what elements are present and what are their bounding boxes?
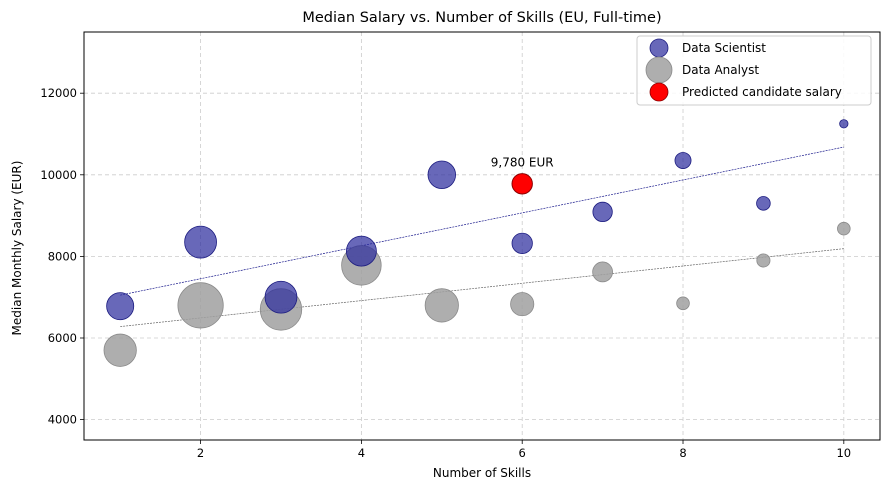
y-tick-label: 4000 bbox=[48, 413, 77, 427]
legend-box bbox=[636, 35, 872, 106]
data-point bbox=[345, 235, 377, 267]
legend-marker bbox=[649, 38, 669, 58]
annotation-label: 9,780 EUR bbox=[491, 156, 554, 170]
data-points bbox=[103, 119, 851, 367]
data-point bbox=[510, 292, 535, 317]
x-tick-label: 8 bbox=[679, 446, 686, 460]
data-point bbox=[592, 261, 613, 283]
y-tick-label: 6000 bbox=[48, 331, 77, 345]
legend-label: Data Scientist bbox=[682, 41, 766, 55]
legend: Data Scientist Data Analyst Predicted cand… bbox=[636, 35, 872, 106]
data-point bbox=[756, 196, 771, 211]
y-tick-label: 8000 bbox=[48, 249, 77, 263]
x-tick-label: 10 bbox=[836, 446, 851, 460]
data-point bbox=[837, 221, 851, 236]
legend-label: Predicted candidate salary bbox=[682, 85, 842, 99]
predicted-point bbox=[511, 173, 533, 195]
data-point bbox=[424, 288, 459, 323]
plot-frame bbox=[83, 31, 881, 441]
data-point bbox=[511, 232, 533, 254]
data-point bbox=[839, 119, 849, 129]
data-point bbox=[264, 280, 298, 314]
x-axis-label: Number of Skills bbox=[433, 466, 531, 480]
annotations: 9,780 EUR bbox=[491, 156, 554, 170]
legend-marker bbox=[649, 82, 669, 102]
trend-line bbox=[120, 248, 844, 327]
data-point bbox=[592, 201, 613, 223]
legend-label: Data Analyst bbox=[682, 63, 759, 77]
legend-marker bbox=[645, 56, 673, 84]
trend-line bbox=[120, 146, 844, 296]
data-point bbox=[177, 282, 224, 329]
axis-ticks: 2 4 6 8 10 4000 6000 8000 10000 12000 bbox=[40, 86, 851, 460]
chart-title: Median Salary vs. Number of Skills (EU, … bbox=[302, 10, 661, 26]
data-point bbox=[676, 296, 690, 311]
y-tick-label: 10000 bbox=[40, 168, 77, 182]
trend-lines bbox=[120, 146, 844, 327]
y-axis-label: Median Monthly Salary (EUR) bbox=[10, 161, 24, 336]
x-tick-label: 4 bbox=[358, 446, 365, 460]
y-tick-label: 12000 bbox=[40, 86, 77, 100]
data-point bbox=[427, 160, 456, 190]
data-point bbox=[103, 333, 137, 367]
x-tick-label: 2 bbox=[197, 446, 204, 460]
x-tick-label: 6 bbox=[519, 446, 526, 460]
data-point bbox=[674, 152, 692, 169]
data-point bbox=[756, 253, 771, 268]
data-point bbox=[106, 292, 135, 321]
data-point bbox=[184, 225, 217, 259]
